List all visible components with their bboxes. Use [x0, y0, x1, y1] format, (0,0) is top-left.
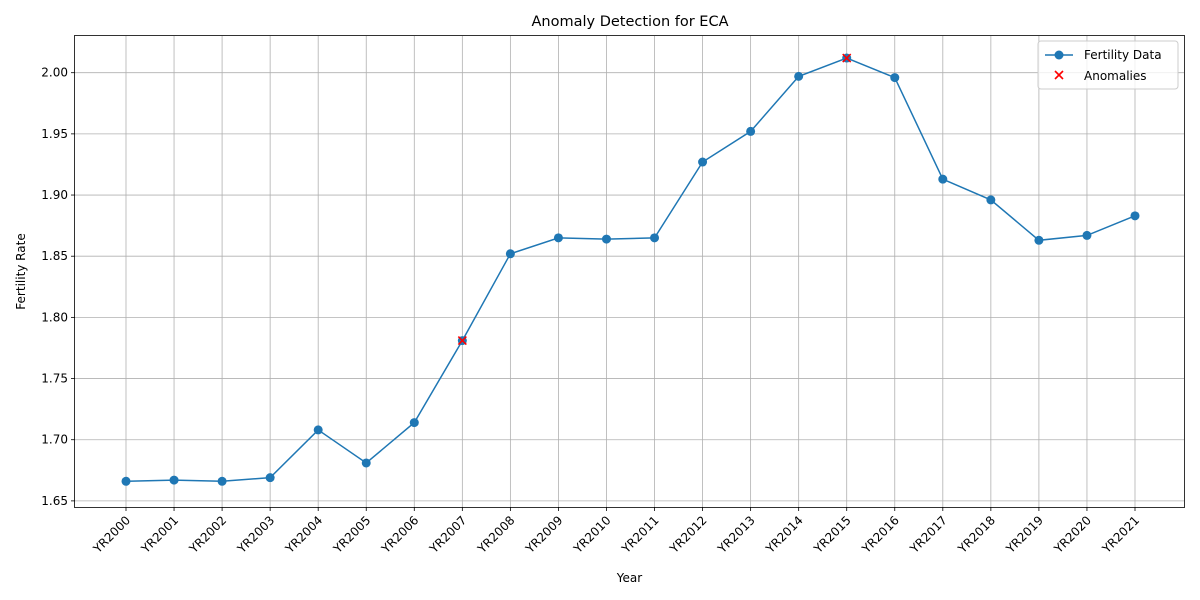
fertility-data-point [265, 473, 275, 483]
anomaly-marker [842, 53, 852, 63]
y-tick-label: 1.85 [41, 249, 68, 263]
fertility-data-line [125, 57, 1136, 483]
fertility-data-point [409, 418, 419, 428]
fertility-data-point [217, 476, 227, 486]
x-axis-label: Year [616, 571, 642, 585]
y-tick-label: 2.00 [41, 66, 68, 80]
fertility-data-point [938, 174, 948, 184]
fertility-data-point [505, 249, 515, 259]
fertility-data-point [890, 73, 900, 83]
legend-anomalies-label: Anomalies [1084, 69, 1147, 83]
legend-frame [1037, 40, 1179, 90]
fertility-data-point [313, 425, 323, 435]
anomaly-marker-stroke [842, 53, 852, 63]
fertility-data-point [361, 458, 371, 468]
fertility-data-point [650, 233, 660, 243]
fertility-data-point [1082, 230, 1092, 240]
anomaly-marker-stroke [457, 336, 467, 346]
fertility-data-point [121, 476, 131, 486]
plot-frame [74, 35, 1185, 508]
y-tick-label: 1.90 [41, 188, 68, 202]
y-tick-label: 1.65 [41, 494, 68, 508]
fertility-data-point [746, 126, 756, 136]
legend: Fertility Data Anomalies [1037, 40, 1179, 90]
grid [75, 36, 1184, 507]
series-layer [121, 53, 1140, 486]
chart-title: Anomaly Detection for ECA [531, 14, 728, 30]
fertility-data-point [698, 157, 708, 167]
fertility-data-point [1130, 211, 1140, 221]
y-axis-label: Fertility Rate [14, 233, 28, 309]
fertility-data-point [553, 233, 563, 243]
y-tick-label: 1.75 [41, 372, 68, 386]
y-tick-label: 1.95 [41, 127, 68, 141]
fertility-data-point [986, 195, 996, 205]
y-tick-label: 1.80 [41, 310, 68, 324]
fertility-data-point [794, 71, 804, 81]
anomaly-marker [457, 336, 467, 346]
fertility-data-point [1034, 235, 1044, 245]
legend-fertility-marker [1054, 50, 1064, 60]
y-axis-ticks: 1.65 1.70 1.75 1.80 1.85 1.90 1.95 2.00 [41, 66, 75, 508]
legend-anomaly-marker [1054, 70, 1064, 80]
fertility-data-point [169, 475, 179, 485]
legend-fertility-label: Fertility Data [1084, 48, 1162, 62]
fertility-data-point [601, 234, 611, 244]
y-tick-label: 1.70 [41, 433, 68, 447]
